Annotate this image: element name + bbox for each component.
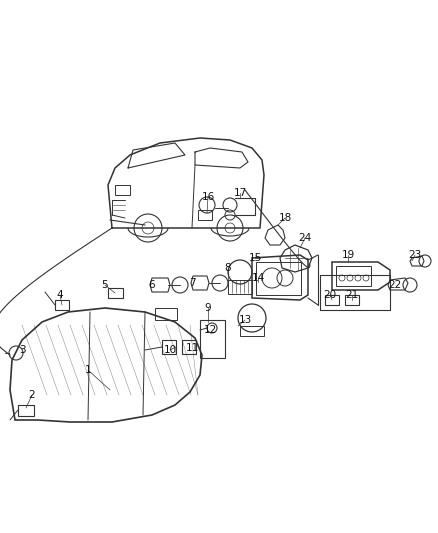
- Bar: [115, 185, 130, 195]
- Bar: [228, 280, 252, 294]
- Text: 8: 8: [225, 263, 231, 273]
- Text: 23: 23: [408, 250, 422, 260]
- Text: 4: 4: [57, 290, 64, 300]
- Text: 9: 9: [205, 303, 211, 313]
- Bar: [240, 326, 264, 336]
- Bar: [336, 266, 371, 286]
- Text: 7: 7: [189, 278, 195, 288]
- Bar: [18, 405, 34, 416]
- Bar: [200, 320, 225, 358]
- Text: 22: 22: [389, 280, 402, 290]
- Text: 20: 20: [323, 290, 336, 300]
- Text: 10: 10: [163, 345, 177, 355]
- Text: 24: 24: [298, 233, 311, 243]
- Text: 13: 13: [238, 315, 251, 325]
- Text: 5: 5: [102, 280, 108, 290]
- Text: 1: 1: [85, 365, 91, 375]
- Bar: [256, 262, 301, 295]
- Text: 15: 15: [248, 253, 261, 263]
- Text: 18: 18: [279, 213, 292, 223]
- Text: 2: 2: [28, 390, 35, 400]
- Text: 21: 21: [346, 290, 359, 300]
- Bar: [155, 308, 177, 320]
- Bar: [55, 300, 69, 310]
- Text: 11: 11: [185, 343, 198, 353]
- Bar: [345, 295, 359, 305]
- Text: 3: 3: [19, 345, 25, 355]
- Text: 17: 17: [233, 188, 247, 198]
- Text: 19: 19: [341, 250, 355, 260]
- Text: 16: 16: [201, 192, 215, 202]
- Text: 14: 14: [251, 273, 265, 283]
- Text: 12: 12: [203, 325, 217, 335]
- Bar: [108, 288, 123, 298]
- Bar: [325, 295, 339, 305]
- Bar: [198, 210, 212, 220]
- Text: 6: 6: [148, 280, 155, 290]
- Bar: [162, 340, 176, 354]
- Bar: [182, 340, 196, 354]
